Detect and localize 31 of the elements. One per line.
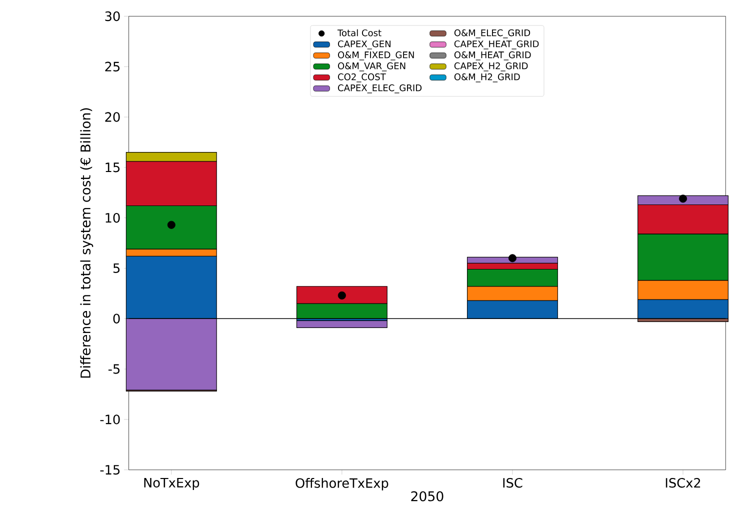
legend-label: Total Cost — [337, 29, 382, 36]
legend-label: O&M_H2_GRID — [454, 73, 520, 82]
legend-label: CAPEX_ELEC_GRID — [338, 84, 422, 94]
legend-label: O&M_ELEC_GRID — [454, 29, 530, 38]
legend-label: O&M_VAR_GEN — [338, 62, 406, 72]
legend-label: O&M_HEAT_GRID — [454, 51, 531, 60]
point — [678, 194, 688, 203]
y-tick-label: 25 — [105, 62, 120, 72]
y-tick-label: 0 — [113, 314, 120, 324]
y-tick-label: -5 — [108, 364, 120, 374]
y-tick-label: 10 — [106, 212, 120, 223]
legend-label: CAPEX_HEAT_GRID — [454, 40, 539, 50]
x-tick-label: OffshoreTxExp — [296, 478, 388, 490]
legend-label: CO2_COST — [338, 73, 386, 82]
x-tick-label: ISC — [503, 478, 522, 488]
y-axis-title: Difference in total system cost (€ Billion) — [80, 108, 94, 378]
legend-label: CAPEX_H2_GRID — [454, 62, 528, 72]
y-tick-label: 5 — [113, 263, 120, 273]
y-tick-label: 20 — [105, 112, 120, 122]
x-axis-title: 2050 — [411, 491, 444, 502]
x-tick-label: ISCx2 — [666, 478, 700, 488]
x-tick-label: NoTxExp — [144, 478, 200, 490]
y-tick-label: -15 — [100, 464, 120, 474]
legend-label: O&M_FIXED_GEN — [338, 51, 414, 60]
y-tick-label: -10 — [100, 414, 120, 424]
point — [167, 220, 176, 229]
point — [508, 254, 516, 262]
point — [338, 291, 346, 300]
y-tick-label: 30 — [105, 11, 120, 21]
legend-label: CAPEX_GEN — [338, 40, 390, 50]
y-tick-label: 15 — [106, 162, 120, 172]
